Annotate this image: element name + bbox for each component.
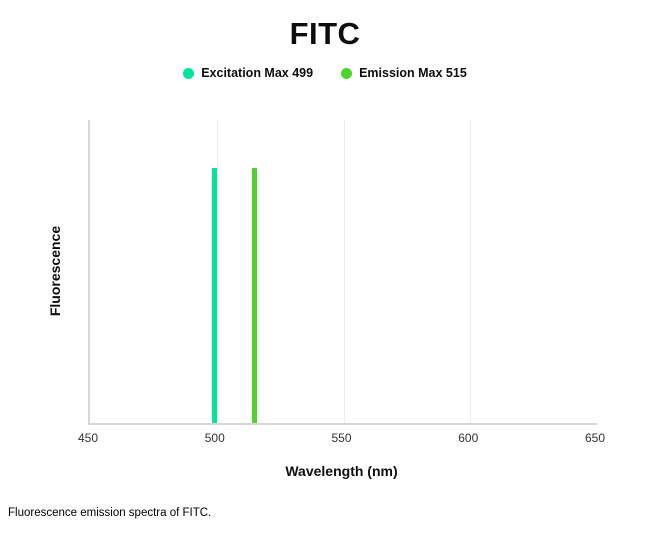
legend-label: Emission Max 515 — [359, 66, 467, 80]
legend-label: Excitation Max 499 — [201, 66, 314, 80]
x-axis-ticks: 450 500 550 600 650 — [78, 431, 605, 447]
figure-caption: Fluorescence emission spectra of FITC. — [8, 507, 212, 519]
x-tick-label: 500 — [204, 431, 225, 445]
y-axis-label: Fluorescence — [47, 225, 63, 317]
x-tick-label: 550 — [331, 431, 352, 445]
legend: Excitation Max 499 Emission Max 515 — [0, 66, 650, 80]
gridline — [343, 120, 345, 423]
gridline — [470, 120, 472, 423]
x-tick-label: 650 — [584, 431, 606, 445]
legend-item: Excitation Max 499 — [183, 66, 313, 80]
emission-spectrum-bar — [252, 168, 258, 423]
x-tick-label: 450 — [77, 431, 99, 445]
x-axis-label: Wavelength (nm) — [285, 463, 398, 479]
x-tick-label: 600 — [458, 431, 479, 445]
gridline — [216, 120, 218, 423]
chart-title: FITC — [289, 16, 361, 51]
excitation-spectrum-bar — [211, 168, 217, 423]
legend-dot-icon — [183, 67, 195, 79]
plot-area — [88, 120, 597, 425]
legend-item: Emission Max 515 — [341, 66, 467, 80]
legend-dot-icon — [341, 67, 353, 79]
